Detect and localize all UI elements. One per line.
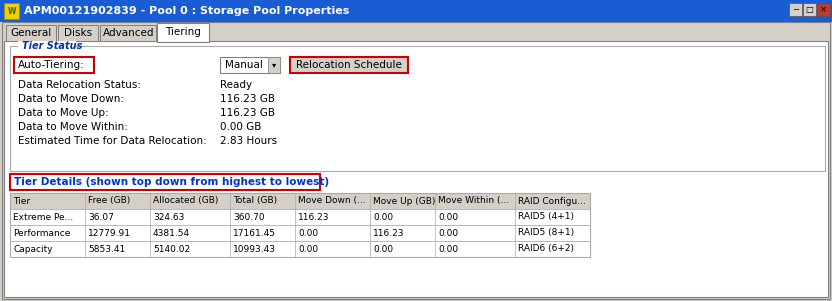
Bar <box>157 23 210 42</box>
Text: 360.70: 360.70 <box>233 213 265 222</box>
Text: Tier Status: Tier Status <box>22 41 82 51</box>
Text: Free (GB): Free (GB) <box>88 197 131 206</box>
Text: 116.23 GB: 116.23 GB <box>220 94 275 104</box>
Text: Capacity: Capacity <box>13 244 52 253</box>
Text: Allocated (GB): Allocated (GB) <box>153 197 218 206</box>
Text: 0.00 GB: 0.00 GB <box>220 122 261 132</box>
Text: Manual: Manual <box>225 60 263 70</box>
Bar <box>10 193 590 257</box>
Text: General: General <box>11 28 52 38</box>
Text: Total (GB): Total (GB) <box>233 197 277 206</box>
Text: 4381.54: 4381.54 <box>153 228 191 237</box>
Text: 0.00: 0.00 <box>373 244 394 253</box>
Text: ×: × <box>820 5 827 14</box>
Text: Tiering: Tiering <box>166 27 201 37</box>
Text: 0.00: 0.00 <box>298 244 318 253</box>
Text: 12779.91: 12779.91 <box>88 228 131 237</box>
Text: ▾: ▾ <box>272 61 276 70</box>
Text: 5140.02: 5140.02 <box>153 244 191 253</box>
Bar <box>10 209 590 225</box>
Bar <box>10 241 590 257</box>
Text: RAID6 (6+2): RAID6 (6+2) <box>518 244 574 253</box>
Bar <box>0 0 832 22</box>
Bar <box>10 193 590 209</box>
Text: Disks: Disks <box>64 28 92 38</box>
Text: W: W <box>7 7 16 15</box>
Text: Estimated Time for Data Relocation:: Estimated Time for Data Relocation: <box>18 136 206 146</box>
Bar <box>10 174 320 190</box>
Bar <box>4 3 19 19</box>
Text: □: □ <box>805 5 814 14</box>
Text: 0.00: 0.00 <box>438 244 458 253</box>
Text: 116.23: 116.23 <box>298 213 329 222</box>
Text: 17161.45: 17161.45 <box>233 228 276 237</box>
Bar <box>6 25 57 41</box>
Text: APM00121902839 - Pool 0 : Storage Pool Properties: APM00121902839 - Pool 0 : Storage Pool P… <box>24 6 349 16</box>
Bar <box>789 3 802 16</box>
Text: 0.00: 0.00 <box>438 213 458 222</box>
Text: 5853.41: 5853.41 <box>88 244 126 253</box>
Text: Performance: Performance <box>13 228 71 237</box>
Text: Data to Move Within:: Data to Move Within: <box>18 122 128 132</box>
Text: 116.23 GB: 116.23 GB <box>220 108 275 118</box>
Text: Data to Move Up:: Data to Move Up: <box>18 108 109 118</box>
Text: 0.00: 0.00 <box>438 228 458 237</box>
Bar <box>817 3 830 16</box>
Text: Move Within (...: Move Within (... <box>438 197 509 206</box>
Bar <box>803 3 816 16</box>
Text: Advanced: Advanced <box>102 28 154 38</box>
Text: Data to Move Down:: Data to Move Down: <box>18 94 124 104</box>
Text: 0.00: 0.00 <box>373 213 394 222</box>
Bar <box>101 25 156 41</box>
Text: Move Up (GB): Move Up (GB) <box>373 197 435 206</box>
Text: 0.00: 0.00 <box>298 228 318 237</box>
Text: RAID Configu...: RAID Configu... <box>518 197 586 206</box>
Text: RAID5 (4+1): RAID5 (4+1) <box>518 213 574 222</box>
Text: Relocation Schedule: Relocation Schedule <box>296 60 402 70</box>
Bar <box>10 225 590 241</box>
Text: 10993.43: 10993.43 <box>233 244 276 253</box>
Text: Move Down (...: Move Down (... <box>298 197 365 206</box>
Text: Tier Details (shown top down from highest to lowest): Tier Details (shown top down from highes… <box>14 177 329 187</box>
Text: −: − <box>792 5 799 14</box>
Text: 2.83 Hours: 2.83 Hours <box>220 136 277 146</box>
Text: Data Relocation Status:: Data Relocation Status: <box>18 80 141 90</box>
Bar <box>14 57 94 73</box>
Text: 116.23: 116.23 <box>373 228 404 237</box>
Text: Extreme Pe...: Extreme Pe... <box>13 213 73 222</box>
Text: 324.63: 324.63 <box>153 213 185 222</box>
Bar <box>268 57 280 73</box>
Bar <box>290 57 408 73</box>
Text: Auto-Tiering:: Auto-Tiering: <box>18 60 85 70</box>
Bar <box>4 41 828 297</box>
Text: RAID5 (8+1): RAID5 (8+1) <box>518 228 574 237</box>
Bar <box>10 46 825 171</box>
Text: 36.07: 36.07 <box>88 213 114 222</box>
Text: Ready: Ready <box>220 80 252 90</box>
Bar <box>220 57 280 73</box>
Bar <box>18 41 76 51</box>
Text: Tier: Tier <box>13 197 30 206</box>
Bar <box>58 25 98 41</box>
